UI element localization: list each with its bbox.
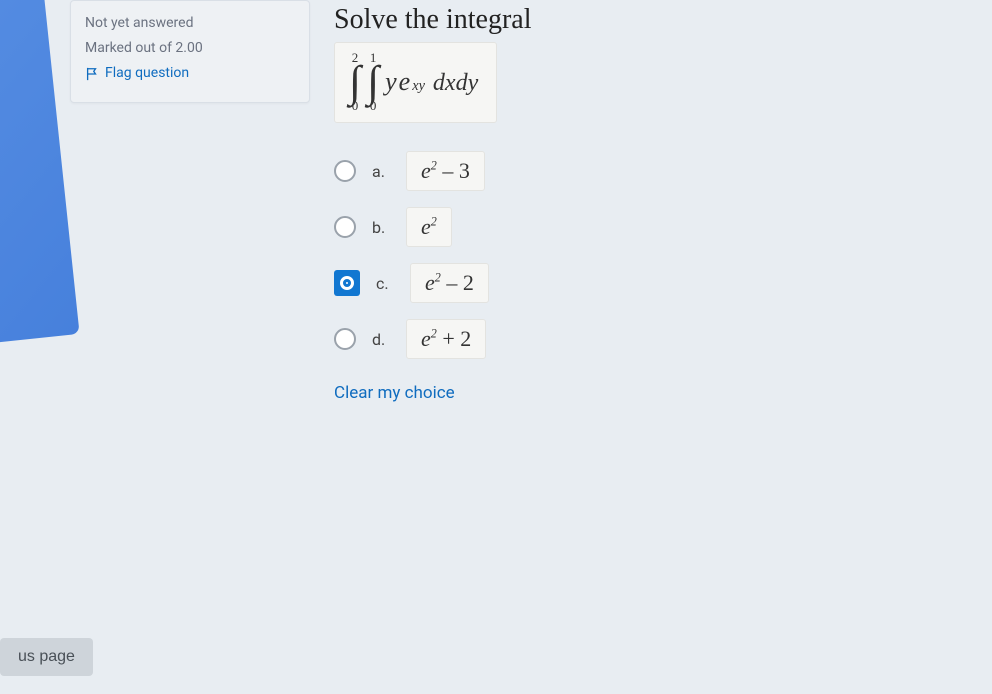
option-c[interactable]: c. e2 – 2 <box>334 263 932 303</box>
option-letter: a. <box>372 162 390 181</box>
question-info-sidebar: Not yet answered Marked out of 2.00 Flag… <box>70 0 310 403</box>
integrand-e: e <box>399 67 411 97</box>
outer-lower: 0 <box>352 99 359 112</box>
option-b[interactable]: b. e2 <box>334 207 932 247</box>
option-letter: b. <box>372 218 390 237</box>
radio-dot <box>340 276 354 290</box>
answer-options: a. e2 – 3 b. e2 c. e2 – 2 d. e2 + 2 <box>334 151 932 359</box>
option-letter: c. <box>376 274 394 293</box>
integrand-y: y <box>385 67 397 97</box>
flag-question-link[interactable]: Flag question <box>85 61 189 86</box>
option-letter: d. <box>372 330 390 349</box>
integrand: y exy dxdy <box>385 67 478 97</box>
flag-icon <box>85 67 99 81</box>
option-expression: e2 – 3 <box>406 151 485 191</box>
integral-symbol-1: ∫ <box>349 64 361 99</box>
question-content: Solve the integral 2 ∫ 0 1 ∫ 0 y exy dxd… <box>334 0 992 403</box>
inner-lower: 0 <box>370 99 377 112</box>
question-prompt: Solve the integral <box>334 4 932 36</box>
previous-page-button[interactable]: us page <box>0 638 93 676</box>
outer-integral: 2 ∫ 0 <box>349 51 361 112</box>
differential: dxdy <box>433 70 478 97</box>
integrand-exp: xy <box>412 78 425 95</box>
option-expression: e2 <box>406 207 452 247</box>
flag-label: Flag question <box>105 61 189 86</box>
radio-unselected[interactable] <box>334 160 356 182</box>
marks-line: Marked out of 2.00 <box>85 36 295 61</box>
option-d[interactable]: d. e2 + 2 <box>334 319 932 359</box>
radio-unselected[interactable] <box>334 216 356 238</box>
radio-selected[interactable] <box>334 270 360 296</box>
integral-symbol-2: ∫ <box>367 64 379 99</box>
clear-choice-link[interactable]: Clear my choice <box>334 383 455 403</box>
status-line: Not yet answered <box>85 11 295 36</box>
option-a[interactable]: a. e2 – 3 <box>334 151 932 191</box>
radio-unselected[interactable] <box>334 328 356 350</box>
inner-integral: 1 ∫ 0 <box>367 51 379 112</box>
integral-expression: 2 ∫ 0 1 ∫ 0 y exy dxdy <box>334 42 497 123</box>
question-info-card: Not yet answered Marked out of 2.00 Flag… <box>70 0 310 103</box>
option-expression: e2 – 2 <box>410 263 489 303</box>
option-expression: e2 + 2 <box>406 319 486 359</box>
